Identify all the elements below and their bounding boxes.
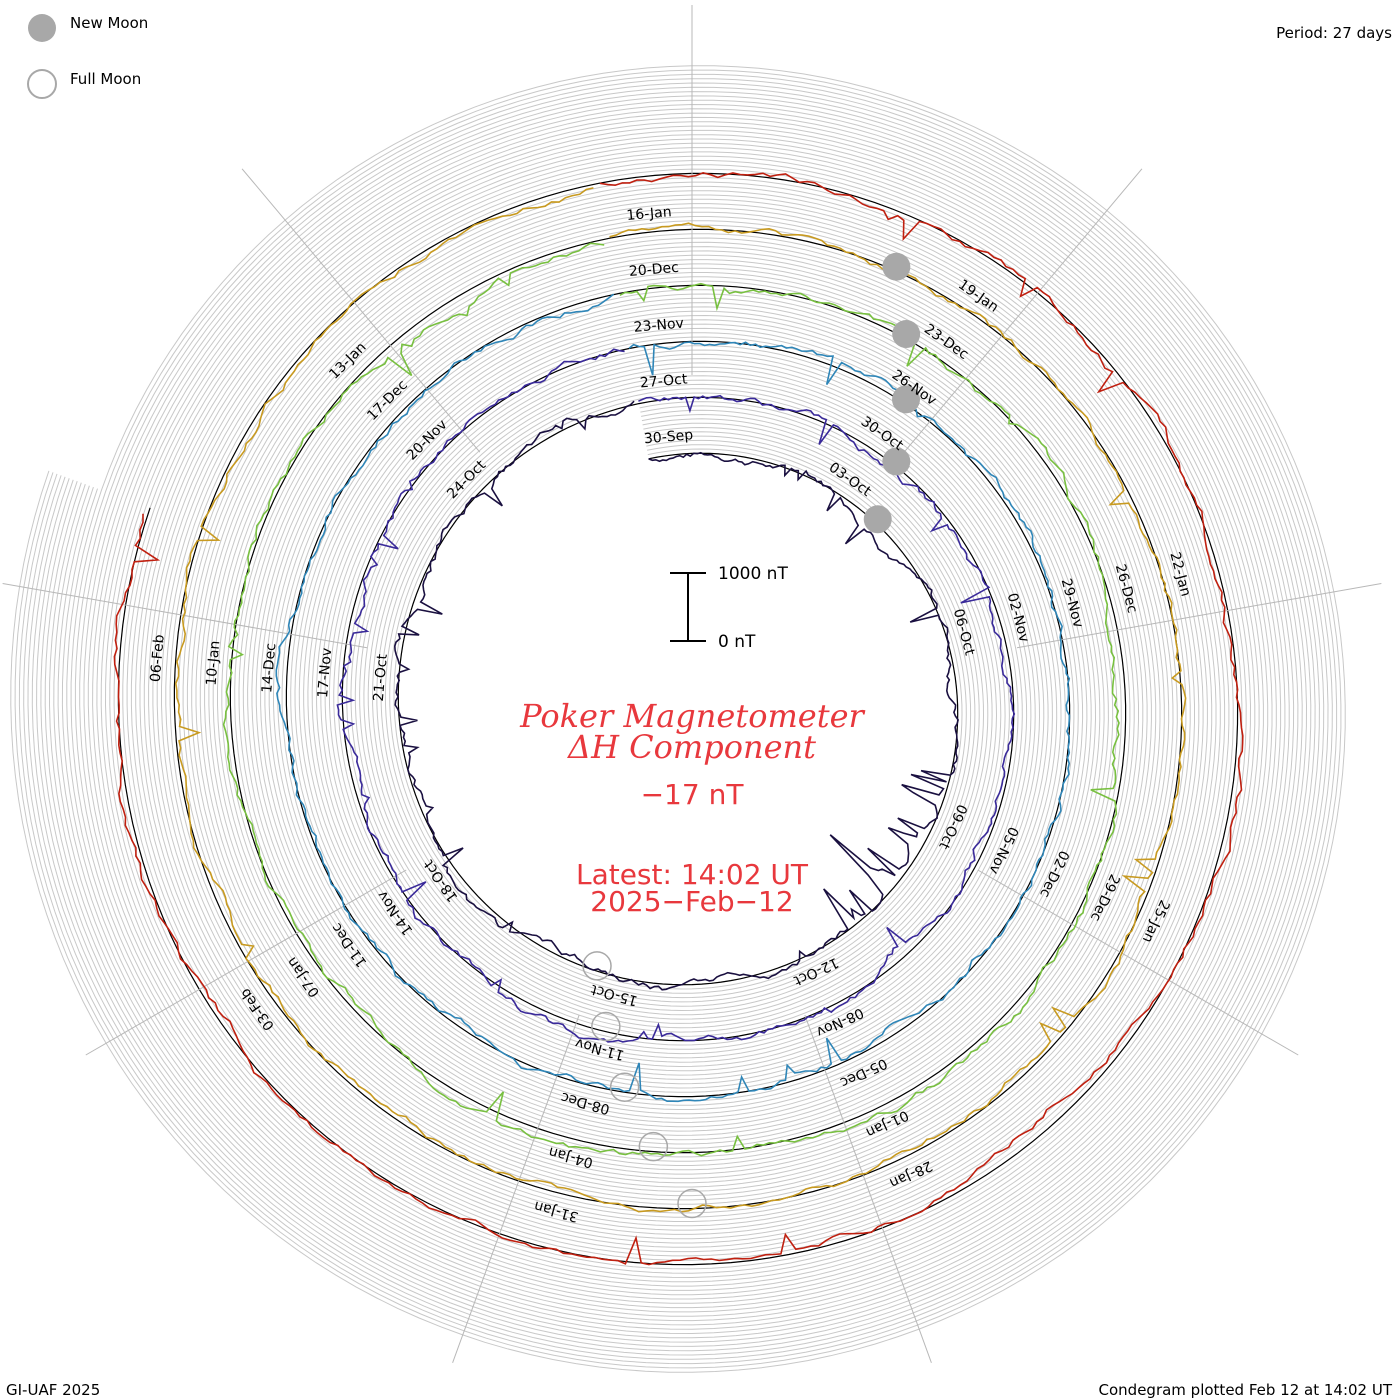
date-label: 12-Oct xyxy=(791,954,841,989)
trace-ring-6 xyxy=(113,171,1244,1266)
date-label: 20-Dec xyxy=(628,260,679,280)
date-label: 21-Oct xyxy=(371,653,391,702)
period-label: Period: 27 days xyxy=(1276,24,1392,42)
latest-time: Latest: 14:02 UT xyxy=(576,858,809,891)
trace-ring-3 xyxy=(275,293,1071,1103)
date-label: 10-Jan xyxy=(204,640,224,686)
new-moon-legend-icon xyxy=(28,14,56,42)
trace-ring-5 xyxy=(174,187,1187,1213)
footer-plot-time: Condegram plotted Feb 12 at 14:02 UT xyxy=(1099,1381,1393,1399)
new-moon-marker xyxy=(892,320,921,349)
date-label: 27-Oct xyxy=(639,371,688,391)
date-label: 29-Dec xyxy=(1087,872,1123,924)
moon-markers xyxy=(582,252,921,1219)
trace-ring-4 xyxy=(222,242,1120,1157)
date-label: 14-Dec xyxy=(259,642,279,693)
new-moon-marker xyxy=(863,505,892,534)
date-label: 06-Feb xyxy=(148,634,168,683)
day-spoke xyxy=(2,582,368,649)
trace-ring-1 xyxy=(393,400,959,991)
chart-title-line2: ΔH Component xyxy=(566,728,816,766)
day-spoke xyxy=(804,1014,932,1363)
date-label: 23-Nov xyxy=(633,316,684,336)
scale-top-label: 1000 nT xyxy=(718,564,788,584)
day-spoke xyxy=(1016,582,1382,649)
day-spoke xyxy=(241,168,481,453)
new-moon-marker xyxy=(892,385,921,414)
day-spokes xyxy=(2,5,1382,1363)
day-spoke xyxy=(977,869,1299,1056)
date-label: 17-Nov xyxy=(315,647,335,698)
day-spoke xyxy=(452,1014,580,1363)
full-moon-marker xyxy=(638,1131,669,1162)
full-moon-legend-label: Full Moon xyxy=(70,70,141,88)
full-moon-marker xyxy=(591,1011,621,1042)
day-spoke xyxy=(903,168,1143,453)
new-moon-marker xyxy=(882,252,911,281)
date-label: 08-Nov xyxy=(814,1004,866,1040)
full-moon-marker xyxy=(677,1188,707,1219)
full-moon-marker xyxy=(609,1072,640,1102)
trace-ring-2 xyxy=(336,348,1016,1043)
footer-credit: GI-UAF 2025 xyxy=(6,1381,100,1399)
new-moon-legend-label: New Moon xyxy=(70,14,148,32)
data-traces xyxy=(113,171,1244,1266)
date-label: 16-Jan xyxy=(626,204,672,224)
date-label: 25-Jan xyxy=(1139,897,1173,945)
new-moon-marker xyxy=(882,447,911,476)
chart-title-line1: Poker Magnetometer xyxy=(519,697,865,735)
latest-date: 2025−Feb−12 xyxy=(590,885,793,918)
current-value: −17 nT xyxy=(641,778,745,811)
date-label: 30-Sep xyxy=(643,427,694,447)
scale-bottom-label: 0 nT xyxy=(718,632,756,652)
full-moon-legend-icon xyxy=(27,69,57,99)
day-spoke xyxy=(85,869,407,1056)
full-moon-marker xyxy=(582,951,612,981)
scale-bar: 1000 nT 0 nT xyxy=(670,564,788,652)
